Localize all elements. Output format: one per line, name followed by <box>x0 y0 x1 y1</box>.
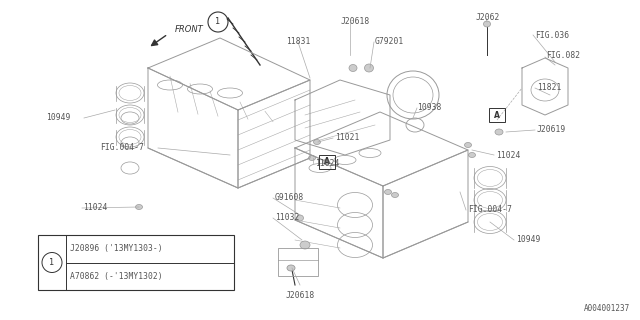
Ellipse shape <box>323 159 330 164</box>
Text: J20618: J20618 <box>285 291 315 300</box>
Ellipse shape <box>465 142 472 148</box>
Text: 10949: 10949 <box>46 114 70 123</box>
Text: A: A <box>494 110 500 119</box>
Text: J20619: J20619 <box>537 125 566 134</box>
Text: J20896 ('13MY1303-): J20896 ('13MY1303-) <box>70 244 163 253</box>
Ellipse shape <box>287 265 295 271</box>
Ellipse shape <box>300 241 310 249</box>
Text: 1: 1 <box>49 258 54 267</box>
Ellipse shape <box>365 64 374 72</box>
Ellipse shape <box>483 21 490 27</box>
Text: J20618: J20618 <box>340 18 370 27</box>
Text: G91608: G91608 <box>275 194 304 203</box>
Bar <box>319 155 335 169</box>
Text: J2062: J2062 <box>476 13 500 22</box>
Ellipse shape <box>392 193 399 197</box>
Text: 11831: 11831 <box>286 37 310 46</box>
Text: A: A <box>324 157 330 166</box>
Text: 11821: 11821 <box>537 84 561 92</box>
Ellipse shape <box>468 153 476 157</box>
Ellipse shape <box>385 189 392 195</box>
Ellipse shape <box>136 204 143 210</box>
Bar <box>278 248 318 276</box>
Text: 11021: 11021 <box>335 133 360 142</box>
Text: FIG.036: FIG.036 <box>535 30 569 39</box>
Bar <box>489 108 505 122</box>
Text: 11032: 11032 <box>275 213 300 222</box>
Ellipse shape <box>495 129 503 135</box>
Bar <box>38 235 234 290</box>
Ellipse shape <box>308 156 316 161</box>
Text: FIG.082: FIG.082 <box>546 52 580 60</box>
Text: FIG.004-7: FIG.004-7 <box>468 205 512 214</box>
Text: G79201: G79201 <box>375 37 404 46</box>
Ellipse shape <box>296 215 303 221</box>
Text: A70862 (-'13MY1302): A70862 (-'13MY1302) <box>70 272 163 281</box>
Text: 10949: 10949 <box>516 236 540 244</box>
Ellipse shape <box>349 65 357 71</box>
Text: 11024: 11024 <box>496 150 520 159</box>
Text: FRONT: FRONT <box>175 26 204 35</box>
Text: 11024: 11024 <box>315 158 339 167</box>
Text: 11024: 11024 <box>83 204 108 212</box>
Text: 10938: 10938 <box>417 103 442 113</box>
Ellipse shape <box>314 140 321 145</box>
Text: 1: 1 <box>216 18 221 27</box>
Text: A004001237: A004001237 <box>584 304 630 313</box>
Text: FIG.004-7: FIG.004-7 <box>100 143 144 153</box>
